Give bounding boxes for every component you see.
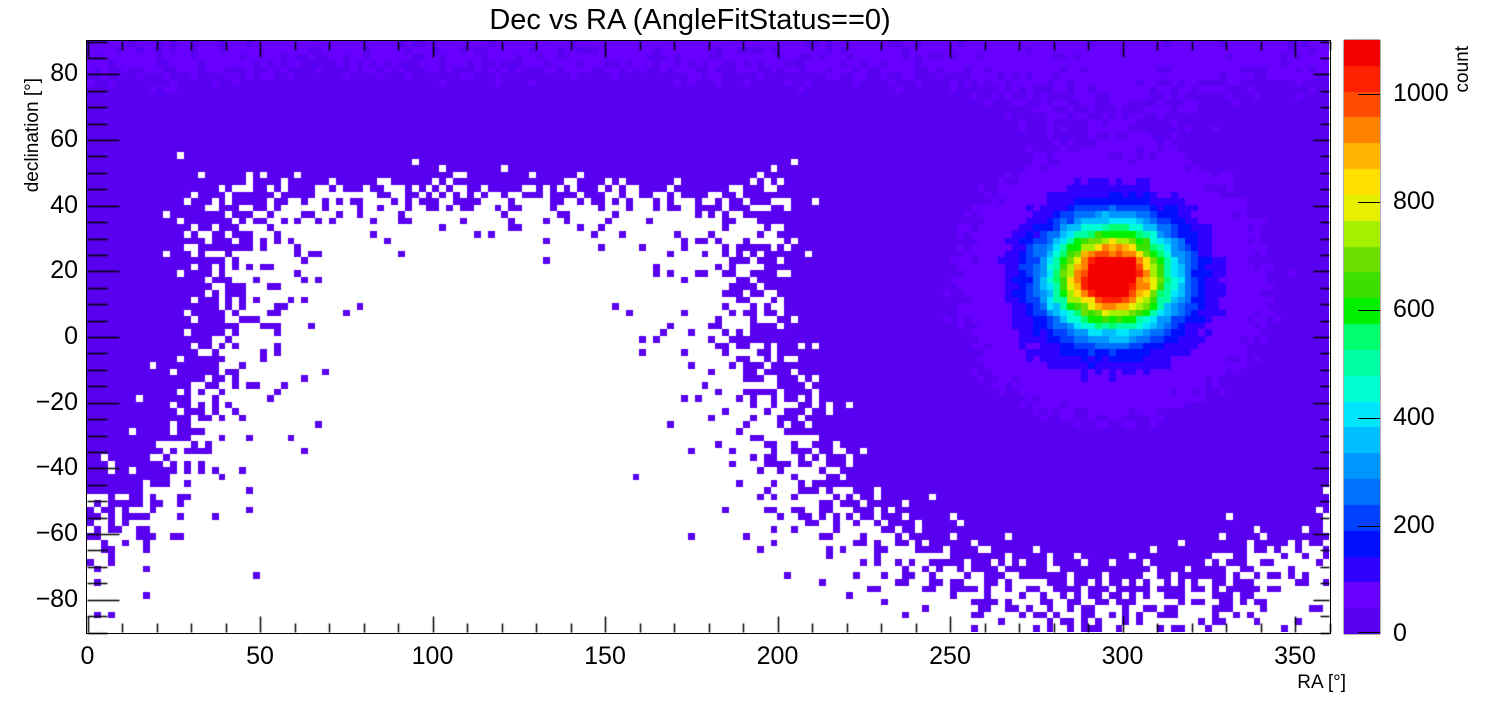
y-axis-tick-label: −20 [35,387,78,416]
heatmap-canvas [87,41,1329,632]
color-bar-tick [1358,526,1380,527]
color-bar-tick-label: 600 [1393,295,1435,323]
x-axis-title: RA [°] [1297,672,1346,693]
color-bar-tick-label: 0 [1393,619,1407,647]
color-bar-tick-label: 800 [1393,187,1435,215]
x-axis-tick-label: 150 [584,642,626,670]
color-bar-tick-label: 400 [1393,403,1435,431]
color-bar-title-text: count [1452,46,1473,93]
y-axis-tick-label: −60 [35,519,78,547]
color-bar-tick [1358,632,1380,633]
color-bar-tick [1358,202,1380,203]
color-bar-tick-labels: 0 200 400 600 800 1000 [1380,0,1496,722]
color-bar-tick [1358,418,1380,419]
color-bar-tick [1358,94,1380,95]
color-bar-title: count [1452,46,1478,166]
x-axis-tick-label: 200 [756,642,799,670]
y-axis-tick-label: 20 [50,256,78,285]
x-axis-tick-label: 300 [1101,642,1144,670]
plot-frame [86,40,1331,634]
y-axis-tick-label: −80 [35,584,78,613]
color-bar-tick-label: 1000 [1393,79,1449,107]
x-axis-tick-label: 0 [80,642,95,670]
x-axis-tick-label: 250 [929,642,971,670]
y-axis-tick-label: 80 [50,59,78,88]
y-axis-tick-label: 40 [50,190,78,219]
x-axis-tick-labels: 0 50 100 150 200 250 300 350 [0,640,1496,680]
color-bar-tick-label: 200 [1393,511,1435,539]
y-axis-tick-label: 0 [64,322,78,350]
x-axis-tick-label: 350 [1274,642,1316,670]
color-bar [1344,40,1380,634]
y-axis-tick-label: −40 [35,453,78,482]
x-axis-tick-label: 100 [411,642,454,670]
x-axis-tick-label: 50 [246,642,274,670]
y-axis-tick-labels: −80 −60 −40 −20 0 20 40 60 80 [0,0,78,722]
color-bar-tick [1358,310,1380,311]
page-title: Dec vs RA (AngleFitStatus==0) [489,4,891,36]
color-bar-canvas [1344,40,1380,634]
y-axis-tick-label: 60 [50,125,78,153]
